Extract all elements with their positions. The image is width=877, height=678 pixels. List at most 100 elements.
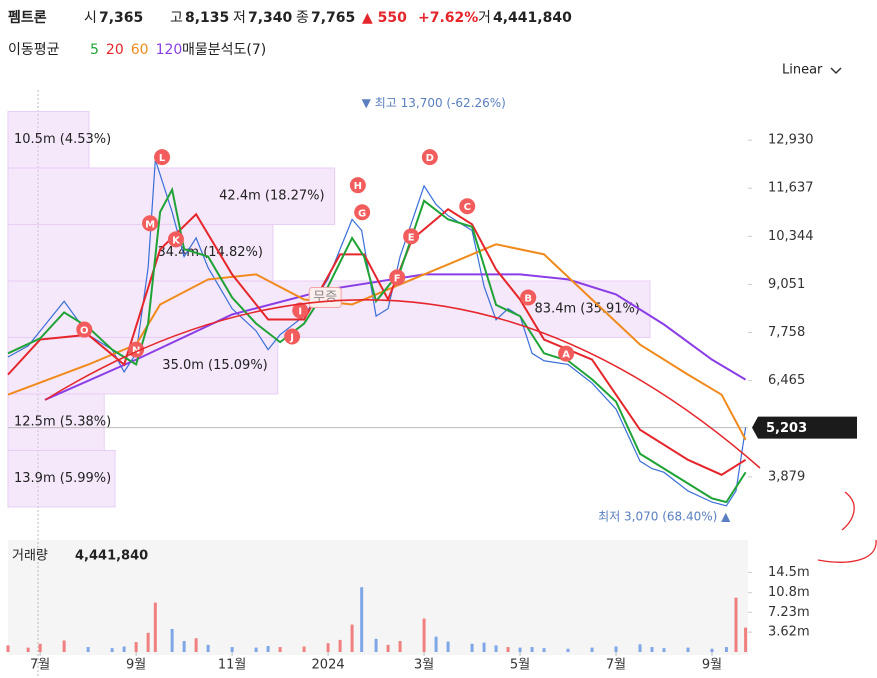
volume-title: 거래량 bbox=[12, 549, 48, 564]
x-tick-label: 9월 bbox=[702, 658, 722, 673]
volume-bar bbox=[590, 647, 594, 652]
volume-bar bbox=[566, 648, 570, 652]
event-marker[interactable] bbox=[421, 149, 438, 166]
volume-bar bbox=[710, 648, 714, 652]
volume-bar bbox=[206, 644, 210, 652]
volume-bar bbox=[153, 602, 157, 652]
profile-label: 42.4m (18.27%) bbox=[219, 189, 324, 204]
y-tick-label: 7,758 bbox=[768, 325, 805, 340]
event-marker[interactable] bbox=[167, 231, 184, 248]
close: 7,765 bbox=[311, 10, 355, 26]
marker-label: I bbox=[298, 306, 302, 317]
event-marker[interactable] bbox=[292, 302, 309, 319]
profile-label: 13.9m (5.99%) bbox=[14, 471, 111, 486]
price-tag bbox=[752, 416, 857, 439]
volume-bar bbox=[614, 646, 618, 652]
volume-bar bbox=[254, 647, 258, 652]
marker-label: M bbox=[145, 219, 155, 230]
marker-label: O bbox=[80, 326, 89, 337]
marker-label: J bbox=[289, 333, 294, 344]
drawn-line bbox=[44, 299, 761, 469]
volume-bar bbox=[542, 648, 546, 652]
event-marker[interactable] bbox=[459, 198, 476, 215]
marker-label: G bbox=[358, 208, 366, 219]
volume-label: 거 bbox=[478, 10, 491, 26]
event-marker[interactable] bbox=[389, 269, 406, 286]
volume-bar bbox=[530, 647, 534, 652]
volume-bar bbox=[134, 642, 138, 652]
volume-bar bbox=[386, 644, 390, 652]
volume-bar bbox=[278, 647, 282, 652]
volume-bar bbox=[194, 638, 198, 652]
event-marker[interactable] bbox=[76, 321, 93, 338]
volume-bar bbox=[638, 644, 642, 652]
volume-bar bbox=[350, 624, 354, 652]
volume-bar bbox=[434, 636, 438, 652]
event-marker[interactable] bbox=[154, 149, 171, 166]
volume-bar bbox=[170, 628, 174, 652]
scale-label[interactable]: Linear bbox=[782, 63, 823, 78]
stock-name: 펨트론 bbox=[8, 9, 47, 26]
y-tick-label: 6,465 bbox=[768, 373, 805, 388]
event-marker[interactable] bbox=[284, 328, 301, 345]
event-marker[interactable] bbox=[142, 215, 159, 232]
volume-bar bbox=[326, 643, 330, 652]
open: 7,365 bbox=[99, 10, 143, 26]
volume-bar bbox=[302, 646, 306, 652]
change-pct: +7.62% bbox=[418, 10, 478, 26]
profile-bar bbox=[7, 110, 90, 169]
volume-bar bbox=[734, 597, 738, 652]
profile-bar bbox=[7, 393, 105, 451]
volume-bar bbox=[86, 647, 90, 652]
event-marker[interactable] bbox=[558, 345, 575, 362]
event-marker[interactable] bbox=[520, 289, 537, 306]
x-tick-label: 3월 bbox=[414, 658, 434, 673]
change: ▲ 550 bbox=[362, 10, 407, 26]
marker-label: L bbox=[159, 153, 166, 164]
low: 7,340 bbox=[248, 10, 293, 26]
high: 8,135 bbox=[185, 10, 229, 26]
marker-label: F bbox=[394, 273, 401, 284]
profile-label: 12.5m (5.38%) bbox=[14, 415, 111, 430]
volume-panel bbox=[8, 540, 748, 655]
volume-bar bbox=[62, 640, 66, 652]
volume-bar bbox=[38, 643, 42, 652]
moving-average bbox=[7, 186, 747, 504]
legend-entry: 120 bbox=[156, 42, 183, 58]
y-tick-label: 3,879 bbox=[768, 469, 805, 484]
volume-bar bbox=[724, 647, 728, 652]
low-label: 저 bbox=[233, 10, 246, 26]
marker-label: D bbox=[426, 153, 434, 164]
legend-entry: 60 bbox=[131, 42, 149, 58]
volume-bar bbox=[26, 647, 30, 652]
volume-bar bbox=[182, 641, 186, 652]
legend: 5 20 60 120 bbox=[90, 42, 182, 58]
volume-profile: 10.5m (4.53%) 42.4m (18.27%) 34.4m (14.82%… bbox=[7, 110, 651, 508]
marker-label: C bbox=[464, 202, 471, 213]
marker-label: H bbox=[354, 181, 362, 192]
volume-bar bbox=[6, 645, 10, 652]
x-tick-label: 7월 bbox=[606, 658, 626, 673]
marker-label: B bbox=[524, 293, 532, 304]
volume-tick-label: 14.5m bbox=[768, 565, 810, 580]
marker-label: A bbox=[562, 350, 570, 361]
open-label: 시 bbox=[84, 10, 97, 26]
volume-bar bbox=[110, 648, 114, 652]
volume-bar bbox=[360, 587, 364, 652]
profile-label: 83.4m (35.91%) bbox=[535, 302, 640, 317]
volume-bar bbox=[494, 645, 498, 652]
close-label: 종 bbox=[296, 10, 309, 26]
volume-bar bbox=[506, 647, 510, 652]
scale-dropdown[interactable]: Linear bbox=[782, 63, 842, 78]
profile-title[interactable]: 매물분석도(7) bbox=[182, 42, 266, 58]
volume-bar bbox=[422, 618, 426, 652]
event-marker[interactable] bbox=[403, 228, 420, 245]
y-tick-label: 10,344 bbox=[768, 229, 814, 244]
volume-bar bbox=[398, 641, 402, 652]
volume-bar bbox=[446, 641, 450, 652]
event-marker[interactable] bbox=[354, 204, 371, 221]
event-marker[interactable] bbox=[349, 177, 366, 194]
profile-label: 34.4m (14.82%) bbox=[157, 245, 262, 260]
low-label: 최저 3,070 (68.40%) ▲ bbox=[598, 509, 731, 523]
y-tick-label: 9,051 bbox=[768, 277, 805, 292]
